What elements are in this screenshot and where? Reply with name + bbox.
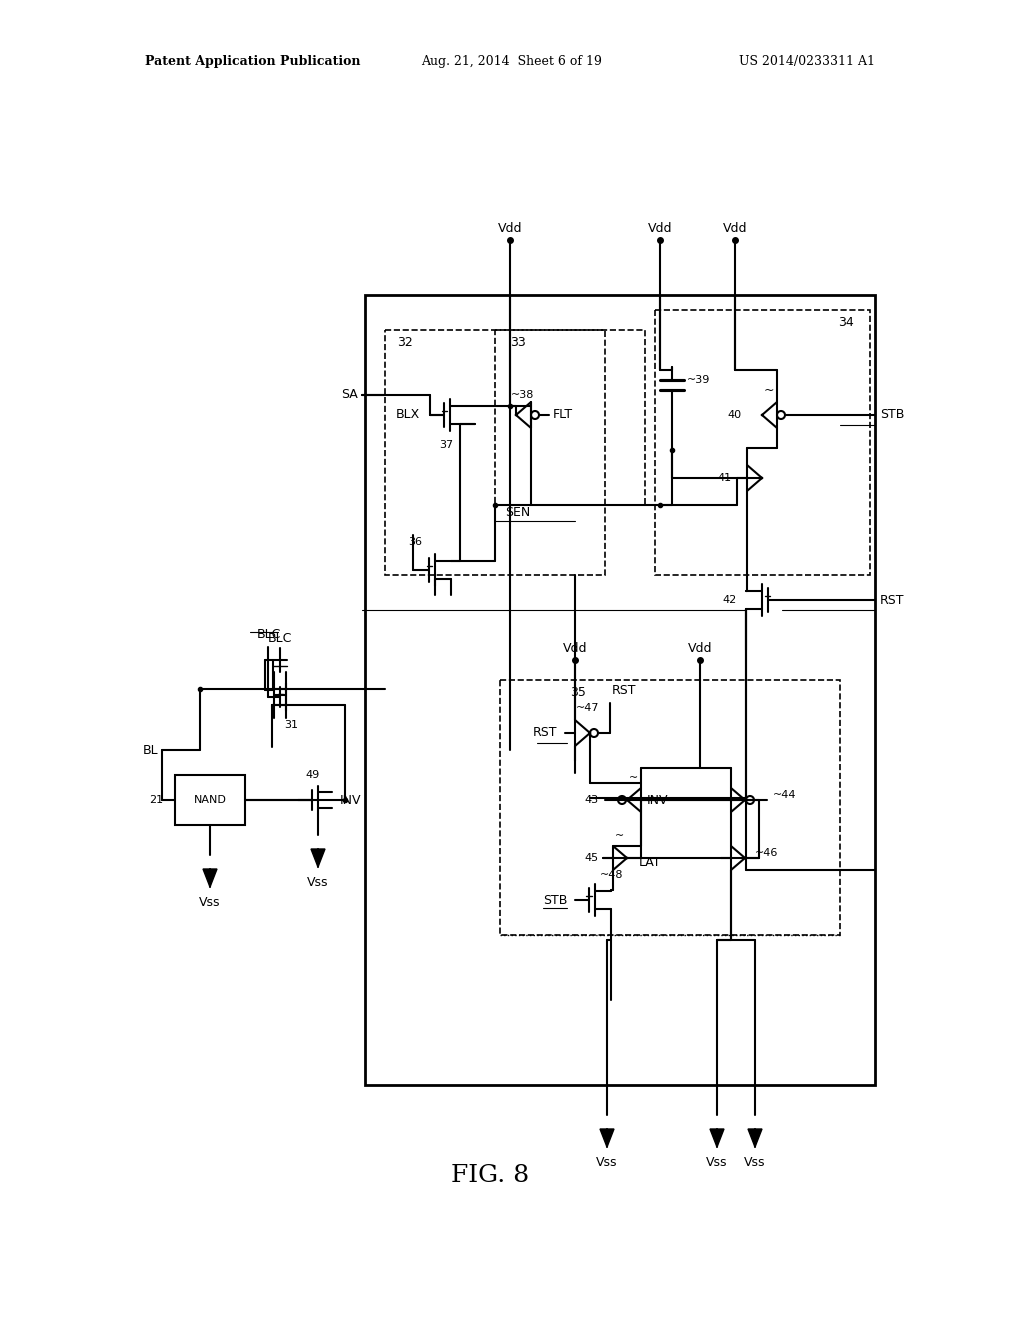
Text: Vdd: Vdd: [688, 642, 713, 655]
Text: 33: 33: [510, 337, 525, 350]
Text: ~38: ~38: [511, 389, 535, 400]
Bar: [495, 330, 645, 506]
Polygon shape: [575, 719, 590, 746]
Text: Vss: Vss: [707, 1156, 728, 1170]
Polygon shape: [748, 1129, 762, 1147]
Text: ~44: ~44: [773, 789, 797, 800]
Text: RST: RST: [612, 685, 637, 697]
Text: RST: RST: [532, 726, 557, 739]
Polygon shape: [710, 1129, 724, 1147]
Text: RST: RST: [880, 594, 904, 606]
Text: Vss: Vss: [744, 1156, 766, 1170]
Bar: [500, 680, 840, 935]
Polygon shape: [613, 846, 627, 870]
Text: ~47: ~47: [577, 704, 600, 713]
Text: 36: 36: [408, 537, 422, 546]
Text: 49: 49: [306, 770, 321, 780]
Bar: [365, 294, 874, 1085]
Text: FLT: FLT: [553, 408, 573, 421]
Text: STB: STB: [543, 894, 567, 907]
Polygon shape: [516, 403, 531, 428]
Text: LAT: LAT: [639, 855, 662, 869]
Polygon shape: [311, 849, 325, 867]
Text: ~48: ~48: [600, 870, 624, 880]
Text: Vdd: Vdd: [723, 222, 748, 235]
Text: Vss: Vss: [596, 1156, 617, 1170]
Text: 34: 34: [838, 317, 854, 330]
Polygon shape: [731, 846, 745, 870]
Text: STB: STB: [880, 408, 904, 421]
Polygon shape: [600, 1129, 614, 1147]
Polygon shape: [203, 869, 217, 887]
Polygon shape: [731, 788, 745, 812]
Text: Vdd: Vdd: [563, 642, 587, 655]
Text: 37: 37: [439, 440, 453, 450]
Text: 41: 41: [718, 473, 732, 483]
Polygon shape: [762, 403, 777, 428]
Text: BLX: BLX: [395, 408, 420, 421]
Text: 31: 31: [284, 719, 298, 730]
Text: ~: ~: [630, 774, 639, 783]
Text: Aug. 21, 2014  Sheet 6 of 19: Aug. 21, 2014 Sheet 6 of 19: [422, 55, 602, 69]
Text: FIG. 8: FIG. 8: [451, 1163, 529, 1187]
Text: NAND: NAND: [194, 795, 226, 805]
Text: INV: INV: [647, 793, 669, 807]
Text: BLC: BLC: [268, 631, 292, 644]
Text: 40: 40: [728, 411, 742, 420]
Text: 35: 35: [570, 686, 586, 700]
Text: Vdd: Vdd: [498, 222, 522, 235]
Text: Vss: Vss: [200, 896, 221, 909]
Bar: [655, 310, 870, 576]
Text: BLC: BLC: [257, 628, 282, 642]
Text: INV: INV: [340, 793, 361, 807]
Text: 45: 45: [585, 853, 599, 863]
Text: ~: ~: [764, 384, 774, 396]
Text: SA: SA: [341, 388, 358, 401]
Bar: [175, 775, 245, 825]
Text: 43: 43: [585, 795, 599, 805]
Text: ~46: ~46: [755, 847, 778, 858]
Polygon shape: [746, 465, 762, 491]
Text: SEN: SEN: [505, 507, 530, 520]
Text: 32: 32: [397, 337, 413, 350]
Bar: [385, 330, 605, 576]
Text: ~: ~: [615, 832, 625, 841]
Text: US 2014/0233311 A1: US 2014/0233311 A1: [739, 55, 874, 69]
Text: Patent Application Publication: Patent Application Publication: [145, 55, 360, 69]
Text: Vdd: Vdd: [648, 222, 672, 235]
Text: 21: 21: [148, 795, 163, 805]
Text: 42: 42: [723, 595, 737, 605]
Text: Vss: Vss: [307, 875, 329, 888]
Text: BL: BL: [142, 743, 158, 756]
Text: ~39: ~39: [687, 375, 711, 385]
Polygon shape: [627, 788, 641, 812]
